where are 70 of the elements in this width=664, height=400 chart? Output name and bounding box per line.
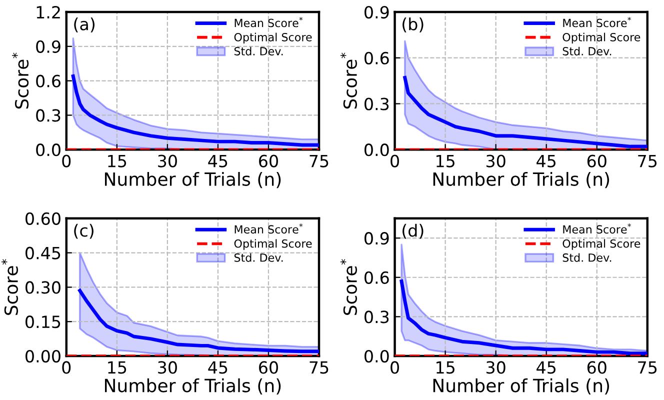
x-tick-label: 60 — [587, 361, 606, 374]
y-tick-label: 0.0 — [364, 350, 389, 363]
y-tick-label: 0.9 — [364, 232, 389, 245]
x-tick-label: 0 — [390, 154, 399, 168]
x-tick-label: 30 — [158, 154, 177, 168]
legend-label: Optimal Score — [234, 239, 312, 250]
line-series — [400, 280, 648, 356]
y-tick-label: 0.3 — [364, 310, 389, 324]
y-tick-label: 1.2 — [36, 6, 60, 18]
annotation: (a) — [74, 18, 94, 32]
y-tick-label: 0.3 — [364, 98, 389, 110]
x-tick-label: 75 — [638, 154, 657, 168]
annotation: Std. Dev. — [562, 253, 612, 262]
x-tick-label: 75 — [310, 154, 328, 168]
y-tick-label: 0.0 — [36, 144, 60, 156]
y-tick-label: 0.9 — [364, 6, 389, 19]
annotation: (c) — [74, 224, 94, 239]
x-axis-title: Number of Trials (n) — [104, 378, 281, 394]
y-tick-label: 0.9 — [36, 40, 60, 53]
legend-label: Optimal Score — [562, 32, 640, 44]
x-axis-title: Number of Trials (n) — [433, 378, 610, 394]
y-tick-label: 0.15 — [26, 316, 60, 328]
y-tick-label: 0.3 — [36, 109, 60, 122]
y-tick-label: 0.45 — [26, 246, 60, 260]
x-tick-label: 15 — [436, 361, 454, 374]
x-tick-label: 0 — [390, 361, 399, 374]
legend-label: Mean Score$^{*}$ — [563, 17, 632, 28]
legend-label: Optimal Score — [234, 32, 312, 44]
x-tick-label: 0 — [62, 154, 71, 168]
y-tick-label: 0.6 — [364, 271, 389, 284]
x-tick-label: 30 — [158, 361, 177, 374]
y-axis-title: Score$^{*}$ — [12, 52, 29, 109]
x-tick-label: 45 — [208, 361, 228, 374]
y-tick-label: 0.0 — [364, 144, 389, 156]
y-axis-title: Score$^{*}$ — [340, 52, 358, 109]
legend-label: Mean Score$^{*}$ — [563, 223, 632, 234]
x-tick-label: 60 — [587, 154, 606, 168]
x-tick-label: 15 — [108, 154, 126, 168]
x-tick-label: 45 — [536, 361, 556, 374]
x-tick-label: 45 — [536, 154, 556, 168]
y-tick-label: 0.6 — [364, 52, 389, 64]
x-tick-label: 15 — [436, 154, 454, 168]
annotation: Std. Dev. — [234, 46, 283, 56]
y-tick-label: 0.6 — [36, 74, 60, 88]
x-tick-label: 75 — [310, 361, 328, 374]
x-tick-label: 0 — [62, 361, 71, 374]
legend-label: Mean Score$^{*}$ — [234, 17, 303, 28]
x-tick-label: 60 — [259, 361, 278, 374]
annotation: Std. Dev. — [234, 253, 283, 262]
y-tick-label: 0.60 — [26, 212, 60, 225]
x-tick-label: 75 — [638, 361, 657, 374]
line-series — [78, 288, 320, 354]
x-axis-title: Number of Trials (n) — [433, 172, 610, 188]
legend-label: Mean Score$^{*}$ — [234, 223, 303, 234]
legend-label: Optimal Score — [562, 239, 640, 250]
y-axis-title: Score$^{*}$ — [1, 259, 18, 315]
line-series — [403, 76, 648, 148]
y-axis-title: Score$^{*}$ — [340, 259, 358, 315]
annotation: (d) — [402, 224, 424, 239]
x-tick-label: 30 — [486, 361, 506, 374]
annotation: (b) — [402, 18, 424, 32]
x-tick-label: 15 — [108, 361, 126, 374]
x-tick-label: 60 — [259, 154, 278, 168]
x-tick-label: 45 — [208, 154, 228, 168]
line-series — [71, 74, 320, 147]
y-tick-label: 0.30 — [26, 281, 60, 294]
y-tick-label: 0.00 — [26, 350, 60, 363]
x-tick-label: 30 — [486, 154, 506, 168]
annotation: Std. Dev. — [562, 46, 612, 56]
x-axis-title: Number of Trials (n) — [104, 172, 281, 188]
